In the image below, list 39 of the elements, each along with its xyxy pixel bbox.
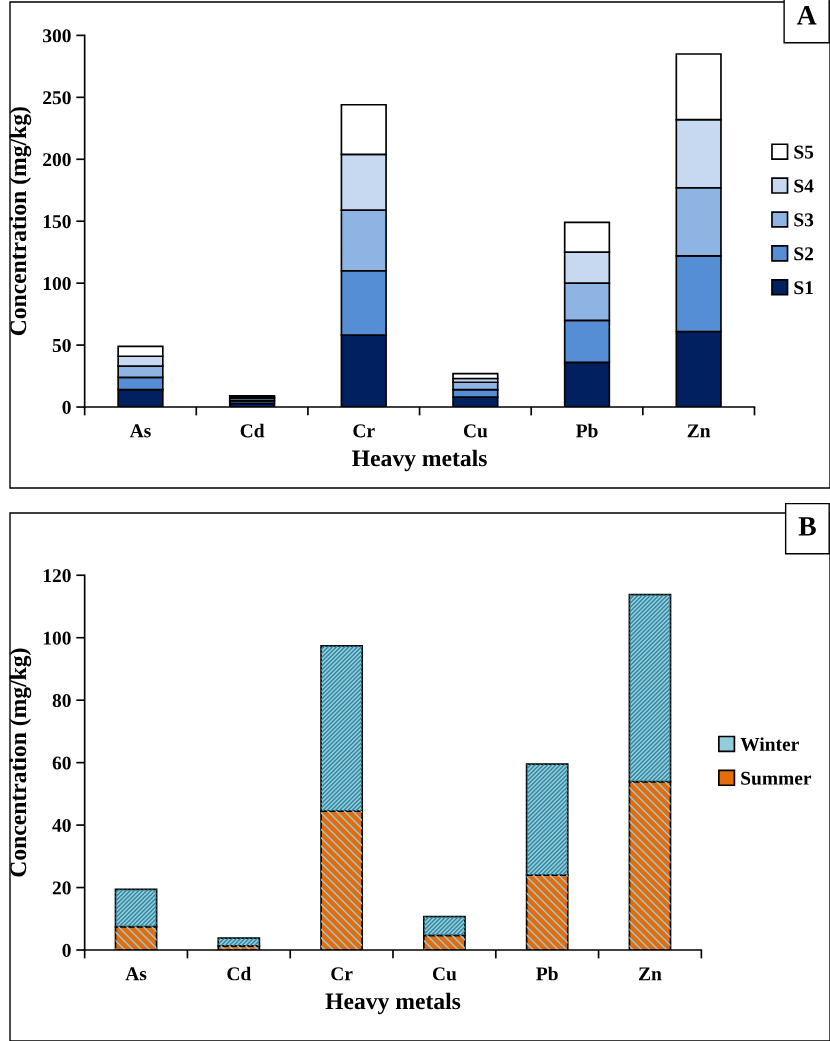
y-tick-label: 300: [43, 29, 71, 43]
x-tick-label: Cr: [353, 424, 375, 438]
x-tick-label: Cu: [463, 424, 488, 438]
x-tick-label: Zn: [639, 967, 662, 981]
text: A: [796, 6, 817, 25]
y-tick-label: 20: [52, 881, 71, 895]
y-tick-label: 50: [52, 338, 71, 353]
x-axis-title: Heavy metals: [325, 992, 461, 1015]
legend-label: Summer: [741, 771, 812, 785]
legend-label: S2: [794, 247, 814, 261]
x-axis-title: Heavy metals: [352, 449, 487, 472]
legend-label: Winter: [740, 737, 799, 752]
text: B: [798, 517, 816, 536]
y-tick-label: 0: [62, 943, 71, 957]
legend-label: S3: [794, 213, 814, 227]
y-tick-label: 250: [43, 91, 71, 105]
y-axis-title: Concentration (mg/kg): [9, 107, 32, 336]
x-tick-label: Cd: [240, 423, 265, 438]
x-tick-label: Cr: [331, 967, 353, 981]
x-tick-label: As: [125, 967, 147, 981]
y-axis-title: Concentration (mg/kg): [9, 648, 32, 877]
y-tick-label: 80: [52, 693, 71, 708]
x-tick-label: Pb: [536, 966, 558, 981]
y-tick-label: 150: [43, 215, 71, 229]
x-tick-label: Cd: [227, 966, 252, 981]
x-tick-label: Zn: [687, 424, 711, 438]
y-tick-label: 120: [43, 569, 71, 583]
y-tick-label: 60: [52, 756, 71, 770]
legend-label: S5: [794, 145, 814, 159]
x-tick-label: Cu: [432, 967, 457, 981]
y-tick-label: 40: [52, 818, 71, 833]
legend-label: S4: [794, 179, 814, 193]
x-tick-label: As: [129, 424, 151, 438]
y-tick-label: 200: [43, 153, 71, 167]
legend-label: S1: [794, 281, 813, 295]
y-tick-label: 100: [43, 276, 71, 291]
y-tick-label: 100: [43, 631, 71, 645]
x-tick-label: Pb: [576, 423, 598, 438]
y-tick-label: 0: [62, 400, 71, 414]
